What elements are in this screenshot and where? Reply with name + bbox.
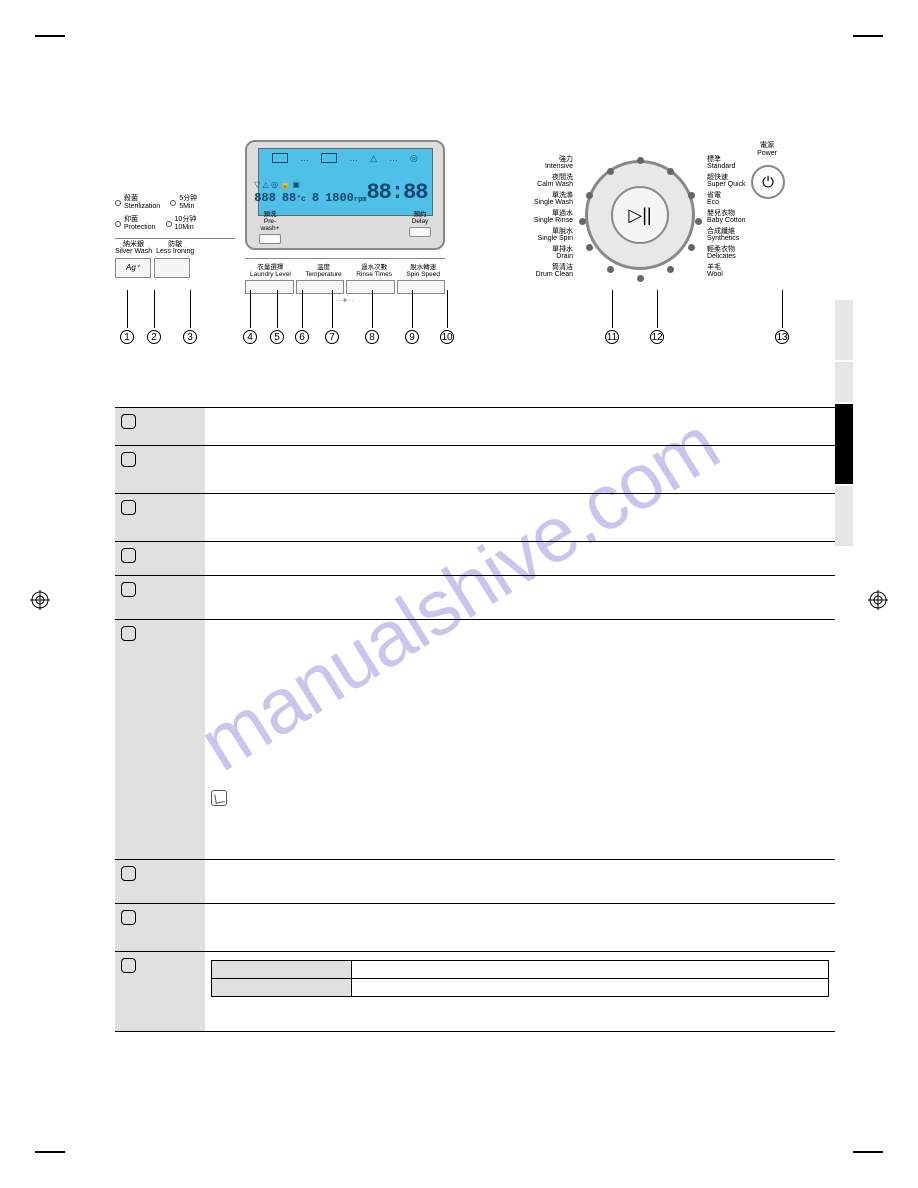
lcd-symbol-row: ……△…◎ [259,149,432,167]
opt-label: Less Ironing [156,248,194,255]
power-button: ⏻ [751,165,785,199]
section-tabs [835,300,853,548]
page-content: 殺菌Sterilization 5分钟5Min 抑菌Protection 10分… [115,130,835,1032]
crop-mark [853,35,883,37]
feature-table [115,407,835,1032]
callout-number: 12 [650,330,664,344]
program-dial: ▷|| [585,160,695,270]
lcd-unit: rpm [354,196,367,204]
prewash-button: 預洗Pre-wash+ [255,208,285,244]
silver-wash-button: Ag⁺ [115,258,151,278]
callout-number: 2 [147,330,161,344]
callout-number: 7 [325,330,339,344]
crop-mark [35,35,65,37]
opt-label: 5Min [179,203,194,210]
inner-cell [352,961,829,979]
callout-row: 12345678910111213 [115,290,835,330]
callout-number: 3 [183,330,197,344]
opt-label: 10分钟 [175,216,197,223]
lcd-value: 1800 [325,191,354,205]
callout-number: 10 [440,330,454,344]
lcd-value: 88 [282,191,296,205]
lcd-time: 88:88 [366,180,427,205]
crop-mark [853,1151,883,1153]
callout-number: 11 [605,330,619,344]
lcd-value: 888 [254,191,276,205]
registration-mark-icon [868,590,888,610]
opt-label: 5分钟 [179,195,197,202]
tab-active [835,404,853,484]
lcd-panel: ……△…◎ ▽ △ ◎ 🔒 ▣ 888 88°c 8 1800rpm 88:88 [245,140,445,250]
program-dial-area: 電源Power ⏻ ▷|| 強力Intensive 夜間洗Calm Wash 單… [495,140,785,310]
opt-label: Sterilization [124,203,160,210]
tab [835,486,853,546]
callout-number: 8 [365,330,379,344]
crop-mark [35,1151,65,1153]
inner-cell [212,961,352,979]
opt-label: 抑菌 [124,216,138,223]
spin-speed-table [211,960,829,997]
callout-number: 4 [243,330,257,344]
lcd-screen: ……△…◎ ▽ △ ◎ 🔒 ▣ 888 88°c 8 1800rpm 88:88 [258,148,433,216]
registration-mark-icon [30,590,50,610]
callout-number: 6 [295,330,309,344]
lcd-unit: °c [296,195,306,204]
note-icon [211,790,227,806]
callout-number: 1 [120,330,134,344]
control-panel-diagram: 殺菌Sterilization 5分钟5Min 抑菌Protection 10分… [115,130,835,365]
opt-label: 防皺 [168,241,182,248]
less-ironing-button [154,258,190,278]
power-label: 電源 [760,142,774,149]
row-marker [121,414,136,429]
option-cluster: 殺菌Sterilization 5分钟5Min 抑菌Protection 10分… [115,195,235,278]
tab [835,300,853,360]
delay-button: 預約Delay [405,208,435,244]
opt-label: 納米銀 [123,241,144,248]
opt-label: Silver Wash [115,248,152,255]
lcd-value: 8 [312,191,319,205]
start-pause-button: ▷|| [611,186,669,244]
callout-number: 5 [270,330,284,344]
inner-cell [212,979,352,997]
opt-label: Protection [124,224,156,231]
power-label: Power [757,150,777,157]
callout-number: 9 [405,330,419,344]
callout-number: 13 [775,330,789,344]
opt-label: 殺菌 [124,195,138,202]
tab [835,362,853,402]
inner-cell [352,979,829,997]
opt-label: 10Min [175,224,194,231]
